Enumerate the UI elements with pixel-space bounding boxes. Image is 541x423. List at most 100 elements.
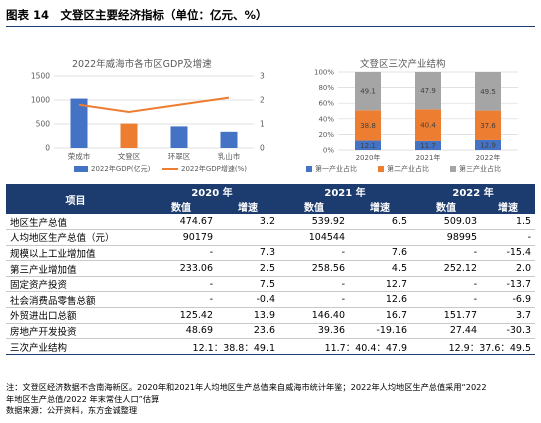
table-cell: - <box>341 247 346 259</box>
figure-title-text: 图表 14 文登区主要经济指标（单位：亿元、%） <box>6 8 268 22</box>
row-label: 外贸进出口总额 <box>10 311 77 323</box>
table-cell: 258.56 <box>311 263 346 275</box>
table-cell: 104544 <box>308 231 346 243</box>
gdp-bar <box>170 126 188 148</box>
stacked-bar-segment <box>355 110 381 141</box>
figure-title: 图表 14 文登区主要经济指标（单位：亿元、%） <box>6 5 535 27</box>
table-cell: -6.9 <box>512 294 532 306</box>
table-cell: - <box>473 278 478 290</box>
table-header-years: 项目 2020 年 2021 年 2022 年 <box>6 184 536 214</box>
table-cell: 3.2 <box>259 216 276 228</box>
table-cell: 12.6 <box>385 294 408 306</box>
table-cell: 98995 <box>446 231 478 243</box>
gdp-chart-title: 2022年威海市各市区GDP及增速 <box>72 59 212 70</box>
x-tick-label: 2020年 <box>356 153 381 162</box>
stacked-bar-segment <box>415 72 441 110</box>
table-cell: 151.77 <box>443 309 478 321</box>
row-label: 固定资产投资 <box>10 280 68 292</box>
table-cell: 2.0 <box>515 263 532 275</box>
table-cell: - <box>341 294 346 306</box>
table-cell: - <box>527 231 532 243</box>
title-rule <box>6 26 535 27</box>
stacked-bar-segment <box>415 140 441 150</box>
structure-chart-svg: 0% 20% 40% 60% 80% 100% 12.1 38.8 49.1 2020年 11.7 4… <box>306 69 518 173</box>
segment-data-label: 40.4 <box>420 122 436 130</box>
table-header-growth: 增速 <box>217 199 280 214</box>
table-row: 三次产业结构 12.1：38.8：49.1 11.7：40.4：47.9 12.9：3… <box>6 339 536 355</box>
stacked-bar-segment <box>355 140 381 150</box>
notes: 注：文登区经济数据不含南海新区。2020年和2021年人均地区生产总值来自威海市… <box>6 382 535 417</box>
table-cell: 39.36 <box>317 325 346 337</box>
legend-swatch <box>450 166 456 172</box>
row-label: 三次产业结构 <box>10 342 68 354</box>
table-body: 地区生产总值 474.67 3.2 539.92 6.5 509.03 1.5 人均地区生产总… <box>6 214 536 355</box>
legend-swatch <box>378 166 384 172</box>
table-row: 固定资产投资 - 7.5 - 12.7 - -13.7 <box>6 276 536 292</box>
growth-line <box>78 96 230 114</box>
legend-label: 第三产业占比 <box>459 164 501 173</box>
segment-data-label: 11.7 <box>420 142 436 150</box>
economic-indicators-table: 项目 2020 年 2021 年 2022 年 数值 增速 数值 增速 数值 增… <box>6 184 536 355</box>
y-tick-label-right: 1 <box>260 120 265 129</box>
table-cell: - <box>209 278 213 290</box>
table-header-sub: 数值 增速 数值 增速 数值 增速 <box>6 199 536 214</box>
segment-data-label: 49.1 <box>360 88 376 96</box>
x-tick-label: 2022年 <box>476 153 501 162</box>
table-cell: 90179 <box>182 231 213 243</box>
row-label: 社会消费品零售总额 <box>10 295 96 307</box>
segment-data-label: 47.9 <box>420 87 436 95</box>
x-tick-label: 2021年 <box>416 153 441 162</box>
x-tick-label: 乳山市 <box>218 151 241 161</box>
segment-data-label: 12.9 <box>480 141 496 149</box>
note-line: 年地区生产总值/2022 年末常住人口”估算 <box>6 393 160 404</box>
table-cell: 11.7：40.4：47.9 <box>324 342 408 354</box>
legend-label: 第二产业占比 <box>387 164 429 173</box>
table-cell: - <box>473 247 478 259</box>
y-tick-label: 20% <box>318 131 334 139</box>
table-cell: 6.5 <box>391 216 408 228</box>
table-header-growth: 增速 <box>349 199 412 214</box>
stacked-bar-segment <box>475 110 501 140</box>
source-line: 数据来源：公开资料，东方金诚整理 <box>6 405 138 415</box>
row-label: 人均地区生产总值（元） <box>10 233 115 245</box>
x-tick-label: 荣成市 <box>68 151 91 161</box>
table-cell: 1.5 <box>515 216 532 228</box>
y-tick-label-left: 0 <box>45 144 50 153</box>
table-cell: 125.42 <box>179 309 213 321</box>
table-cell: - <box>209 294 213 306</box>
table-header-year-2022: 2022 年 <box>411 184 536 199</box>
x-tick-label: 环翠区 <box>168 152 191 161</box>
table-row: 地区生产总值 474.67 3.2 539.92 6.5 509.03 1.5 <box>6 214 536 230</box>
segment-data-label: 12.1 <box>360 142 376 150</box>
gdp-bar <box>70 98 88 148</box>
gdp-chart-svg: 0 500 1000 1500 0 1 2 3 荣成市 文登区 环翠区 乳山市 2022年GDP(亿元)… <box>31 72 265 174</box>
table-cell: - <box>473 294 478 306</box>
table-cell: 146.40 <box>311 309 346 321</box>
legend-swatch <box>306 166 312 172</box>
table-cell <box>217 230 279 246</box>
table-cell: 13.9 <box>253 309 276 321</box>
y-tick-label: 80% <box>318 84 334 92</box>
stacked-bar-segment <box>355 72 381 111</box>
segment-data-label: 49.5 <box>480 88 496 96</box>
legend-label-growth: 2022年GDP增速(%) <box>181 164 247 173</box>
y-tick-label-right: 3 <box>260 72 265 81</box>
table-cell: 7.5 <box>259 278 276 290</box>
table-header-year-2021: 2021 年 <box>279 184 412 199</box>
table-cell: 233.06 <box>179 263 213 275</box>
table-cell: 16.7 <box>385 309 408 321</box>
table-cell: 48.69 <box>185 325 213 337</box>
segment-data-label: 38.8 <box>360 122 376 130</box>
legend-label-gdp: 2022年GDP(亿元) <box>91 164 151 173</box>
table-cell: -15.4 <box>506 247 532 259</box>
table-cell: 12.1：38.8：49.1 <box>192 342 276 354</box>
table-cell: 252.12 <box>443 263 478 275</box>
legend-label: 第一产业占比 <box>315 164 357 173</box>
y-tick-label: 0% <box>323 147 334 155</box>
table-cell: 7.3 <box>259 247 276 259</box>
table-cell: -30.3 <box>506 325 532 337</box>
stacked-bar-segment <box>475 72 501 111</box>
table-cell: 23.6 <box>253 325 276 337</box>
y-tick-label-right: 2 <box>260 96 265 105</box>
stacked-bar-segment <box>415 109 441 141</box>
